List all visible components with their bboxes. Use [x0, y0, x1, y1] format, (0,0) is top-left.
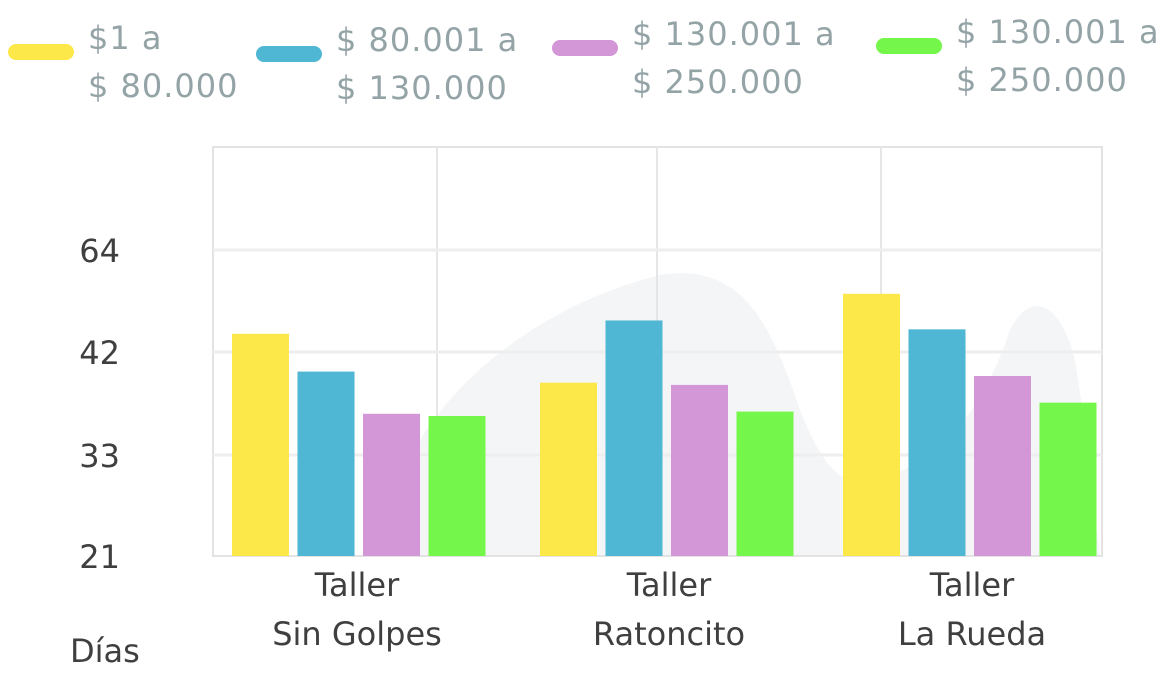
legend-item: $ 130.001 a $ 250.000: [876, 8, 1160, 104]
y-tick-label: 33: [79, 437, 120, 475]
legend-item: $ 130.001 a $ 250.000: [552, 10, 836, 106]
x-category-label: Taller: [626, 566, 712, 604]
bar: [428, 416, 486, 556]
y-tick-label: 64: [79, 232, 120, 270]
legend-label: $ 80.001 a $ 130.000: [336, 16, 518, 112]
legend-label-line: $ 80.001 a: [336, 21, 519, 59]
legend-swatch: [552, 40, 618, 56]
legend-label-line: $ 130.001 a: [632, 15, 836, 53]
bar: [908, 329, 966, 556]
bar: [297, 371, 355, 556]
bar: [232, 333, 289, 556]
bar: [974, 376, 1031, 556]
bars: [232, 293, 1097, 556]
bar: [605, 320, 663, 556]
legend-label: $ 130.001 a $ 250.000: [632, 10, 836, 106]
x-category-label: Taller: [929, 566, 1015, 604]
legend-item: $ 80.001 a $ 130.000: [256, 16, 518, 112]
y-axis-ticks: 21 33 42 64: [79, 232, 120, 576]
x-category-label: Taller: [314, 566, 400, 604]
bar: [843, 293, 900, 556]
legend-label-line: $ 130.001 a: [956, 13, 1160, 51]
legend-label-line: $ 250.000: [632, 63, 804, 101]
legend-swatch: [8, 44, 74, 60]
bar: [540, 382, 597, 556]
legend-item: $1 a $ 80.000: [8, 14, 239, 110]
x-category-label: Sin Golpes: [272, 615, 442, 653]
y-tick-label: 42: [79, 334, 120, 372]
legend-label-line: $ 250.000: [956, 61, 1128, 99]
bar: [1039, 402, 1097, 556]
legend-label: $1 a $ 80.000: [88, 14, 239, 110]
legend-label: $ 130.001 a $ 250.000: [956, 8, 1160, 104]
x-axis-categories: Taller Sin Golpes Taller Ratoncito Taller La …: [272, 566, 1046, 653]
legend-label-line: $1 a: [88, 19, 163, 57]
x-category-label: La Rueda: [898, 615, 1046, 653]
legend-label-line: $ 80.000: [88, 67, 239, 105]
y-tick-label: 21: [79, 538, 120, 576]
chart-legend: $1 a $ 80.000 $ 80.001 a $ 130.000 $ 130.001…: [0, 0, 1176, 130]
bar: [363, 413, 420, 556]
y-axis-label: Días: [70, 632, 140, 670]
bar: [736, 411, 794, 556]
legend-label-line: $ 130.000: [336, 69, 508, 107]
legend-swatch: [256, 46, 322, 62]
legend-swatch: [876, 38, 942, 54]
bar: [671, 384, 728, 556]
x-category-label: Ratoncito: [593, 615, 745, 653]
